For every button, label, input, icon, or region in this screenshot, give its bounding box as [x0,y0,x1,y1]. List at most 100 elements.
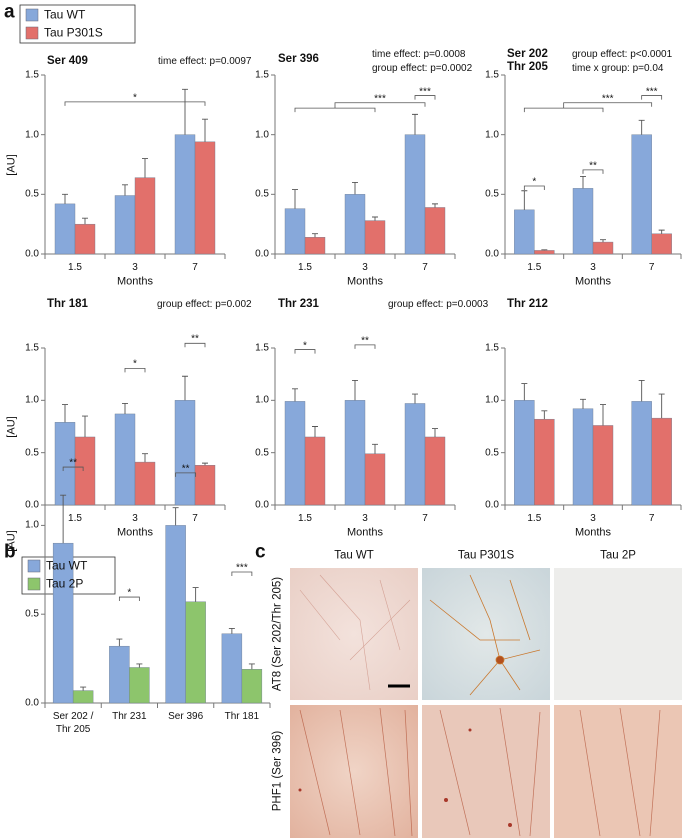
x-tick-label: Thr 231 [112,711,147,722]
x-tick-label: 3 [132,262,138,273]
error-bar [248,663,255,670]
x-tick-label: 7 [648,262,655,273]
y-tick-label: 1.5 [485,69,499,81]
panel-label: b [4,541,16,563]
significance-bracket [118,596,140,602]
significance-label: ** [181,463,190,475]
bar [364,453,386,506]
y-tick-label: 0.5 [25,608,39,620]
row-label: PHF1 (Ser 396) [271,730,284,812]
bar [514,209,535,255]
y-tick-label: 0.5 [255,447,269,459]
bar [109,645,130,704]
error-bar [580,175,586,189]
error-bar [60,494,67,544]
significance-label: *** [236,562,248,574]
error-bar [541,249,548,251]
chart-title: Ser 409 [47,55,88,67]
column-label: Tau P301S [457,549,515,562]
bar [404,134,426,255]
bar [534,250,555,255]
y-tick-label: 0.5 [485,447,499,459]
y-axis-label: [AU] [5,529,18,552]
error-bar [142,158,148,178]
significance-label: *** [374,93,386,105]
error-bar [202,462,208,466]
error-bar [202,118,208,142]
significance-bracket [175,472,197,477]
bar [241,669,263,704]
chart-title: Thr 181 [47,298,88,310]
bar [114,195,136,255]
micrograph [554,568,682,700]
error-bar [521,383,528,401]
bar [284,208,306,255]
x-tick-label: 7 [422,262,428,273]
error-bar [312,233,318,238]
legend-swatch [25,8,39,22]
column-label: Tau 2P [600,549,636,562]
error-bar [352,379,358,401]
y-tick-label: 1.5 [485,342,499,354]
y-axis-label: [AU] [5,415,18,438]
annotation: group effect: p=0.0003 [388,299,489,310]
panel-label: a [4,1,15,23]
significance-bracket [641,95,663,100]
x-tick-label: 7 [648,513,655,524]
legend-swatch [27,559,41,573]
bar [174,134,196,255]
panel-label: c [255,541,266,563]
bar [194,465,216,506]
chart-title: Thr 231 [278,298,319,310]
error-bar [600,404,606,426]
y-tick-label: 0.0 [485,248,499,260]
y-axis-label: [AU] [5,153,18,176]
error-bar [182,375,188,401]
error-bar [228,627,235,634]
bar [74,223,96,255]
legend-label: Tau WT [44,7,86,22]
bar [404,403,426,506]
y-tick-label: 0.0 [255,499,269,511]
x-axis-label: Months [116,275,154,288]
bar [651,233,672,255]
y-tick-label: 1.0 [25,519,39,531]
annotation: group effect: p<0.0001 [572,49,673,60]
bar [572,408,594,506]
y-tick-label: 1.5 [25,342,39,354]
bar [592,241,614,255]
bar [424,207,446,255]
bar [592,425,614,506]
significance-bracket [523,185,545,190]
y-tick-label: 0.0 [25,248,39,260]
y-tick-label: 0.5 [25,447,39,459]
x-axis-label: Months [346,526,384,539]
error-bar [292,388,298,402]
neurites [299,574,411,691]
bar [514,400,535,506]
significance-label: * [133,358,137,370]
bar [72,690,94,704]
legend-swatch [27,577,41,591]
y-tick-label: 1.0 [255,129,269,141]
bar [174,400,196,506]
bar [54,203,76,255]
y-tick-label: 0.0 [25,697,39,709]
bar [651,417,672,506]
bar [631,401,652,506]
significance-label: *** [419,86,431,98]
significance-label: *** [601,93,614,105]
error-bar [658,393,665,419]
error-bar [182,88,188,135]
x-tick-label: Ser 396 [168,711,204,722]
micrograph [422,568,550,700]
error-bar [372,443,378,454]
column-label: Tau WT [334,549,374,562]
error-bar [82,415,88,437]
bar [114,413,136,506]
x-tick-label: 3 [132,513,138,524]
bar [185,601,206,704]
chart-title: Thr 212 [507,298,548,310]
error-bar [372,216,378,221]
error-bar [192,587,199,602]
